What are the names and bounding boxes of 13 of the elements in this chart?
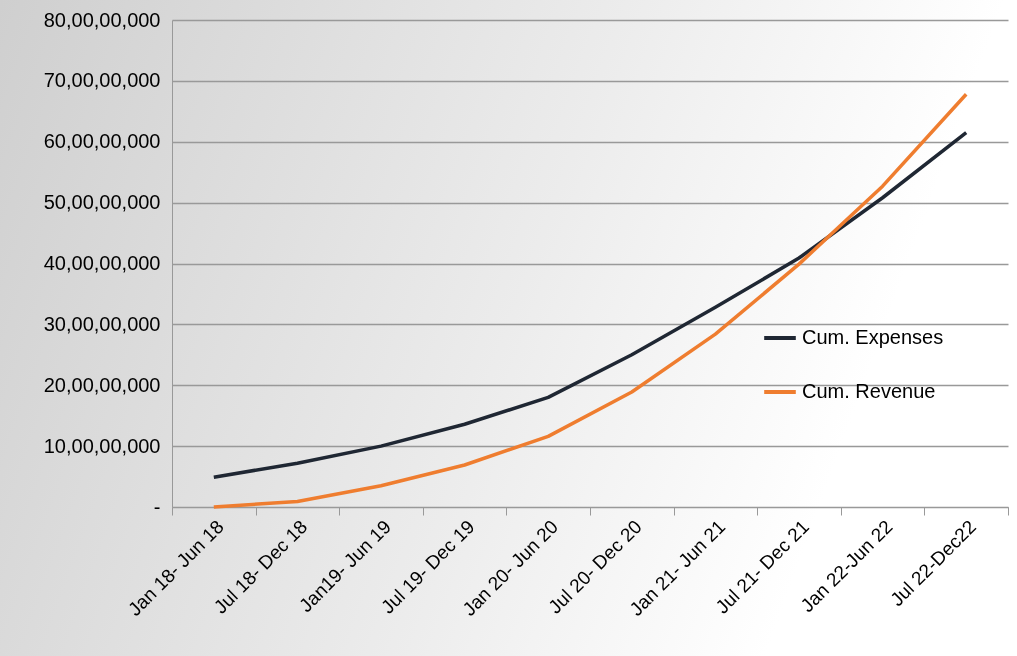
- y-tick-label: 40,00,00,000: [43, 252, 161, 274]
- y-tick-label: 30,00,00,000: [43, 312, 161, 335]
- line-series: [212, 130, 968, 479]
- y-tick-label: -: [153, 495, 161, 518]
- y-tick-label: 70,00,00,000: [43, 69, 161, 92]
- y-tick-label: 80,00,00,000: [43, 8, 161, 31]
- y-tick-label: 60,00,00,000: [43, 130, 161, 153]
- legend-label: Cum. Revenue: [802, 380, 936, 402]
- y-tick-label: 50,00,00,000: [43, 191, 161, 214]
- line-series: [212, 92, 968, 509]
- legend-label: Cum. Expenses: [802, 326, 944, 348]
- y-tick-label: 10,00,00,000: [43, 434, 161, 457]
- y-tick-label: 20,00,00,000: [43, 373, 161, 396]
